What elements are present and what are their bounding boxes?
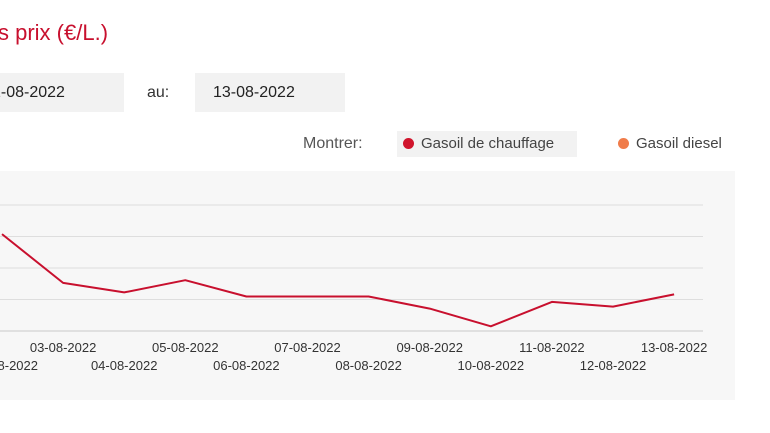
legend-dot-chauffage [403, 138, 414, 149]
series-line-0 [1, 233, 675, 328]
date-from-input[interactable]: 1-08-2022 [0, 73, 124, 112]
x-tick-label: 10-08-2022 [458, 358, 525, 373]
legend-item-label: Gasoil diesel [636, 135, 722, 152]
date-to-input[interactable]: 13-08-2022 [195, 73, 345, 112]
x-tick-label: 04-08-2022 [91, 358, 158, 373]
x-tick-label: 08-08-2022 [335, 358, 402, 373]
x-tick-label: 07-08-2022 [274, 340, 341, 355]
chart-area [0, 171, 735, 400]
x-tick-label: 11-08-2022 [519, 340, 585, 355]
x-tick-label: 13-08-2022 [641, 340, 708, 355]
date-from-value: 1-08-2022 [0, 84, 65, 101]
page-title: s prix (€/L.) [0, 20, 109, 45]
x-tick-label: 05-08-2022 [152, 340, 219, 355]
x-tick-label: 3-08-2022 [0, 358, 38, 373]
legend-dot-diesel [618, 138, 629, 149]
x-tick-label: 03-08-2022 [30, 340, 97, 355]
legend-label: Montrer: [303, 135, 363, 152]
legend-item-label: Gasoil de chauffage [421, 135, 555, 152]
date-to-label: au: [147, 84, 170, 101]
legend-item-gasoil-chauffage[interactable]: Gasoil de chauffage [397, 131, 577, 157]
legend-item-gasoil-diesel[interactable]: Gasoil diesel [612, 131, 737, 157]
x-tick-label: 12-08-2022 [580, 358, 647, 373]
x-tick-label: 09-08-2022 [396, 340, 463, 355]
x-tick-label: 06-08-2022 [213, 358, 280, 373]
